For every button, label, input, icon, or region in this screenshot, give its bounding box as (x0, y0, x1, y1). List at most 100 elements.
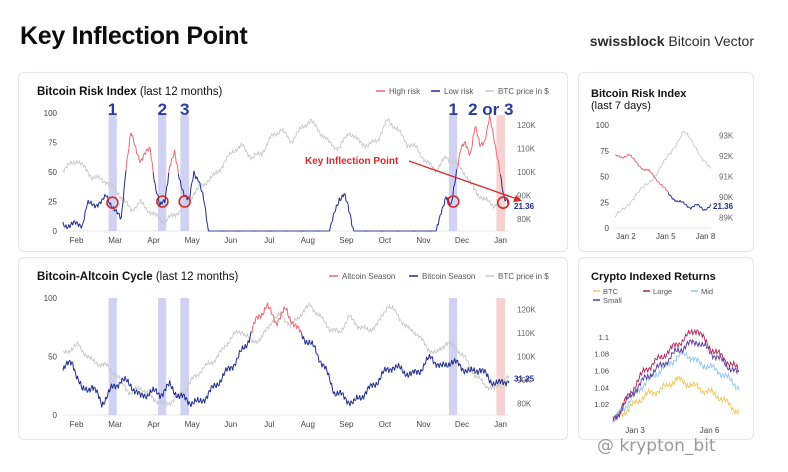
risk-segment (663, 186, 666, 189)
index-segment (484, 369, 487, 372)
y-tick-label: 25 (600, 198, 609, 207)
index-segment (394, 364, 397, 371)
index-segment (487, 373, 490, 379)
index-segment (353, 398, 356, 401)
risk-segment (616, 154, 619, 157)
index-segment (140, 392, 142, 398)
x-tick-label: Sep (339, 420, 354, 429)
index-segment (79, 223, 81, 227)
index-segment (300, 329, 302, 333)
index-segment (94, 205, 97, 209)
y-tick-label: 75 (48, 139, 57, 148)
index-segment (88, 202, 91, 205)
index-segment (462, 367, 464, 371)
risk-segment (655, 177, 658, 181)
index-segment (491, 127, 493, 129)
index-segment (363, 394, 365, 400)
index-segment (100, 199, 103, 205)
index-segment (176, 396, 178, 399)
highlight-band (108, 115, 117, 231)
index-segment (372, 382, 375, 386)
index-segment (258, 314, 261, 317)
index-segment (317, 354, 320, 363)
risk-panel: Bitcoin Risk Index (last 12 months) High … (18, 72, 568, 252)
risk7-chart: Bitcoin Risk Index (last 7 days) 0 25 50 75 1… (591, 88, 734, 241)
index-segment (147, 146, 150, 152)
index-segment (199, 181, 202, 189)
inflection-marker-label: 1 (108, 100, 117, 119)
x-tick-label: Feb (70, 236, 84, 245)
last-value-label: 21.36 (514, 202, 535, 211)
index-segment (292, 321, 295, 328)
index-segment (154, 183, 157, 191)
index-segment (200, 188, 203, 192)
x-tick-label: Apr (147, 236, 160, 245)
index-segment (449, 364, 452, 367)
index-segment (127, 148, 130, 155)
index-segment (420, 368, 423, 372)
y2-tick-label: 110K (517, 144, 536, 153)
index-segment (190, 182, 193, 188)
index-segment (130, 383, 133, 391)
legend-label: Small (603, 296, 622, 305)
index-segment (377, 377, 380, 385)
index-segment (494, 384, 496, 386)
index-segment (204, 204, 206, 209)
index-segment (66, 227, 69, 230)
index-segment (89, 387, 92, 393)
index-segment (80, 380, 82, 388)
risk-segment (633, 158, 636, 162)
risk-segment (661, 184, 664, 188)
index-segment (480, 368, 483, 374)
index-segment (325, 365, 328, 370)
legend-label: High risk (389, 87, 421, 96)
index-segment (474, 372, 477, 374)
index-segment (72, 221, 75, 226)
index-segment (454, 177, 457, 185)
index-segment (298, 326, 301, 333)
index-segment (477, 136, 480, 139)
index-segment (80, 223, 83, 229)
index-segment (496, 381, 499, 385)
x-tick-label: Aug (301, 420, 315, 429)
risk-segment (673, 198, 676, 201)
risk-segment (664, 187, 667, 191)
y2-tick-label: 120K (517, 121, 536, 130)
index-segment (220, 379, 223, 383)
y-tick-label: 0 (53, 227, 58, 236)
index-segment (442, 361, 445, 365)
index-segment (123, 178, 126, 189)
index-segment (198, 401, 201, 403)
index-segment (197, 397, 200, 403)
risk-segment (636, 162, 639, 167)
risk-segment (649, 171, 652, 174)
index-segment (494, 143, 496, 146)
index-segment (85, 386, 88, 393)
y2-tick-label: 90K (517, 376, 532, 385)
index-segment (62, 221, 65, 227)
index-segment (120, 208, 123, 219)
index-segment (419, 369, 422, 376)
index-segment (77, 375, 79, 381)
index-segment (181, 394, 184, 398)
index-segment (69, 224, 72, 228)
index-segment (422, 363, 425, 371)
index-segment (226, 367, 229, 372)
index-segment (139, 161, 141, 163)
highlight-band (448, 115, 458, 231)
index-segment (413, 369, 416, 375)
index-segment (92, 386, 95, 391)
y-tick-label: 1.08 (594, 350, 609, 359)
index-segment (97, 202, 100, 208)
risk-segment (697, 203, 700, 207)
x-tick-label: Oct (379, 236, 392, 245)
index-segment (501, 188, 504, 194)
y-tick-label: 0 (605, 224, 610, 233)
annotation-arrow-head (513, 195, 522, 202)
index-segment (340, 392, 343, 396)
index-segment (490, 119, 492, 128)
index-segment (445, 362, 448, 367)
index-segment (360, 398, 363, 401)
index-segment (207, 224, 209, 232)
index-segment (352, 226, 355, 232)
